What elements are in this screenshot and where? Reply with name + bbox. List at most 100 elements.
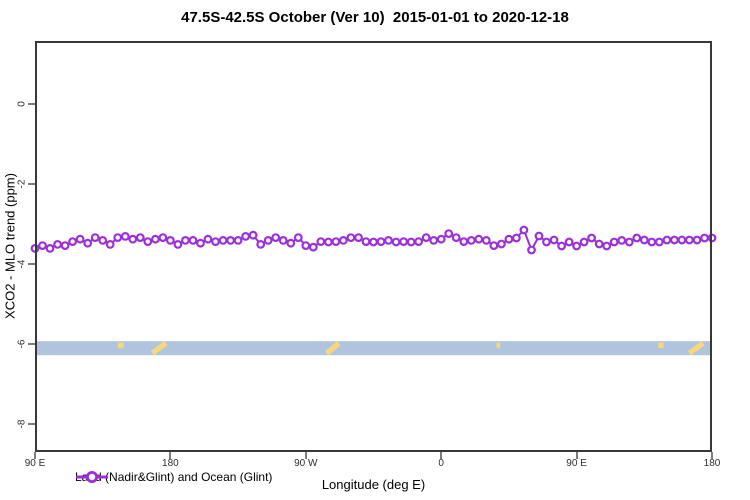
data-point-marker bbox=[203, 234, 213, 244]
data-point-marker bbox=[451, 233, 461, 243]
x-tick-label: 90 E bbox=[24, 458, 46, 469]
data-point-marker bbox=[286, 238, 296, 248]
legend-label: Land (Nadir&Glint) and Ocean (Glint) bbox=[75, 470, 273, 484]
data-point-marker bbox=[196, 238, 205, 248]
data-point-marker bbox=[527, 245, 536, 255]
data-point-marker bbox=[436, 234, 446, 244]
data-point-marker bbox=[354, 233, 363, 243]
data-point-marker bbox=[308, 242, 318, 252]
data-point-marker bbox=[647, 237, 657, 247]
data-point-marker bbox=[489, 241, 499, 251]
data-point-marker bbox=[346, 233, 356, 243]
data-point-marker bbox=[271, 233, 281, 243]
data-point-marker bbox=[241, 231, 251, 241]
data-point-marker bbox=[481, 235, 491, 245]
data-point-marker bbox=[180, 235, 190, 245]
x-tick bbox=[169, 452, 172, 459]
data-point-marker bbox=[700, 233, 709, 243]
x-tick-label: 180 bbox=[162, 458, 179, 469]
x-tick-label: 0 bbox=[438, 458, 444, 469]
x-tick bbox=[711, 452, 713, 459]
data-point-marker bbox=[226, 235, 236, 245]
y-tick-label: -6 bbox=[16, 339, 28, 349]
data-point-marker bbox=[53, 239, 63, 249]
x-tick-label: 90 W bbox=[294, 458, 318, 469]
data-point-marker bbox=[497, 239, 506, 249]
land-patch-1 bbox=[117, 342, 124, 349]
data-point-marker bbox=[143, 237, 153, 247]
data-point-marker bbox=[45, 243, 55, 253]
y-tick bbox=[28, 103, 35, 105]
x-tick bbox=[575, 452, 578, 459]
data-point-marker bbox=[361, 237, 371, 247]
data-point-marker bbox=[406, 237, 416, 247]
data-point-marker bbox=[278, 235, 288, 245]
data-point-marker bbox=[579, 237, 589, 247]
data-point-marker bbox=[301, 241, 311, 251]
x-tick bbox=[440, 452, 443, 459]
data-point-marker bbox=[594, 239, 604, 249]
y-tick-label: -4 bbox=[16, 259, 28, 269]
data-point-marker bbox=[120, 231, 130, 241]
page-title: 47.5S-42.5S October (Ver 10) 2015-01-01 … bbox=[181, 9, 569, 26]
data-point-marker bbox=[564, 237, 574, 247]
legend: Land (Nadir&Glint) and Ocean (Glint) bbox=[75, 469, 272, 485]
data-point-marker bbox=[602, 241, 612, 251]
x-axis-label: Longitude (deg E) bbox=[321, 477, 426, 492]
data-point-marker bbox=[414, 237, 424, 247]
data-point-marker bbox=[512, 233, 521, 243]
data-point-marker bbox=[617, 235, 627, 245]
data-point-marker bbox=[609, 237, 619, 247]
data-point-marker bbox=[624, 237, 634, 247]
land-patch-2 bbox=[150, 340, 168, 356]
y-tick bbox=[28, 423, 35, 425]
legend-marker-icon bbox=[76, 471, 108, 483]
x-tick bbox=[34, 452, 36, 459]
data-point-marker bbox=[173, 239, 183, 249]
land-patch-3 bbox=[325, 341, 341, 356]
data-point-marker bbox=[263, 235, 273, 245]
data-point-marker bbox=[293, 233, 303, 243]
data-point-marker bbox=[83, 238, 93, 248]
data-point-marker bbox=[519, 225, 529, 235]
data-point-marker bbox=[339, 235, 348, 245]
data-point-marker bbox=[158, 233, 168, 243]
y-tick bbox=[28, 343, 35, 345]
data-point-marker bbox=[165, 235, 175, 245]
data-point-marker bbox=[549, 235, 559, 245]
data-point-marker bbox=[233, 235, 243, 245]
data-point-marker bbox=[587, 233, 596, 243]
data-point-marker bbox=[654, 237, 664, 247]
x-tick-label: 90 E bbox=[566, 458, 587, 469]
data-point-marker bbox=[384, 235, 393, 245]
data-point-marker bbox=[218, 235, 228, 245]
data-point-marker bbox=[376, 237, 386, 247]
x-tick bbox=[304, 452, 307, 459]
data-point-marker bbox=[677, 235, 687, 245]
data-point-marker bbox=[128, 234, 138, 244]
y-axis-label: XCO2 - MLO trend (ppm) bbox=[2, 173, 18, 319]
data-point-marker bbox=[324, 237, 333, 247]
data-point-marker bbox=[113, 233, 123, 243]
y-tick bbox=[28, 263, 35, 265]
data-point-marker bbox=[504, 234, 514, 244]
data-point-marker bbox=[316, 237, 326, 247]
data-point-marker bbox=[542, 237, 551, 247]
data-point-marker bbox=[75, 234, 85, 244]
data-point-marker bbox=[459, 237, 469, 247]
y-tick-label: 0 bbox=[16, 101, 28, 107]
data-point-marker bbox=[331, 237, 341, 247]
data-point-marker bbox=[639, 235, 649, 245]
x-tick-label: 180 bbox=[703, 458, 721, 469]
plot-border bbox=[35, 41, 712, 452]
data-point-marker bbox=[466, 235, 476, 245]
y-tick-label: -2 bbox=[16, 179, 28, 189]
data-point-marker bbox=[572, 241, 581, 251]
data-point-marker bbox=[662, 235, 672, 245]
data-point-marker bbox=[557, 241, 566, 251]
data-point-marker bbox=[685, 235, 694, 245]
data-point-marker bbox=[90, 233, 100, 243]
data-point-marker bbox=[670, 235, 679, 245]
data-point-marker bbox=[135, 233, 145, 243]
